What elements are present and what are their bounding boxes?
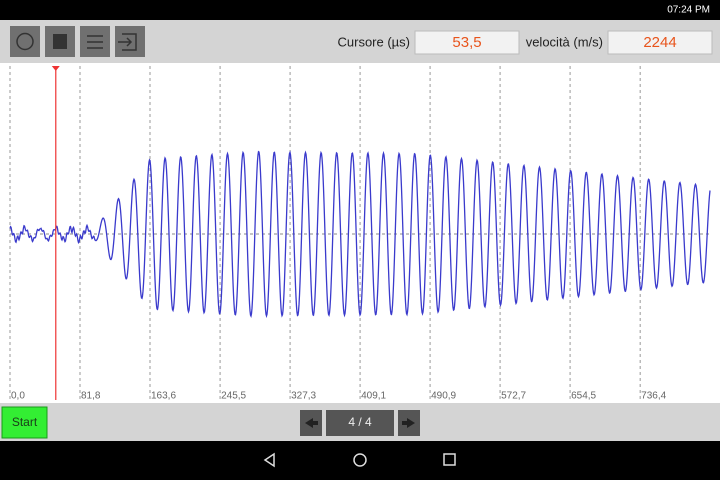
prev-icon	[305, 418, 318, 428]
zoom-button[interactable]	[10, 26, 40, 57]
start-button[interactable]	[1, 406, 48, 439]
cursor-field	[414, 30, 520, 55]
x-tick-label: 245,5	[221, 391, 246, 402]
toolbar-buttons	[10, 26, 145, 57]
recents-button[interactable]	[443, 453, 456, 466]
velocity-field	[607, 30, 713, 55]
page-box	[326, 410, 394, 436]
nav-bar	[0, 441, 720, 480]
home-button[interactable]	[353, 453, 367, 467]
waveform	[9, 150, 711, 319]
zoom-icon	[16, 32, 34, 51]
x-tick-label: 736,4	[641, 391, 666, 402]
page-indicator: 4 / 4	[348, 415, 372, 429]
start-label: Start	[12, 415, 38, 429]
velocity-label: velocità (m/s)	[526, 34, 603, 49]
cursor-handle	[51, 66, 60, 71]
x-tick-label: 572,7	[501, 391, 526, 402]
cursor-value: 53,5	[452, 34, 481, 51]
x-tick-label: 163,6	[151, 391, 176, 402]
cursor-label: Cursore (µs)	[338, 34, 411, 49]
settings-icon	[87, 35, 103, 49]
x-tick-label: 409,1	[361, 391, 386, 402]
velocity-value: 2244	[643, 34, 676, 51]
x-tick-label: 490,9	[431, 391, 456, 402]
chart-area	[0, 63, 720, 403]
x-tick-label: 0,0	[11, 391, 25, 402]
next-icon	[402, 418, 415, 428]
x-tick-label: 327,3	[291, 391, 316, 402]
x-tick-label: 81,8	[81, 391, 101, 402]
save-icon	[53, 34, 67, 49]
plot: 0,0 81,8 163,6 245,5 327,3 409,1 490,9 572,7 654…	[9, 66, 711, 402]
status-time: 07:24 PM	[667, 5, 710, 16]
exit-icon	[118, 33, 137, 51]
x-tick-label: 654,5	[571, 391, 596, 402]
back-button[interactable]	[263, 452, 275, 468]
status-bar	[0, 0, 720, 20]
